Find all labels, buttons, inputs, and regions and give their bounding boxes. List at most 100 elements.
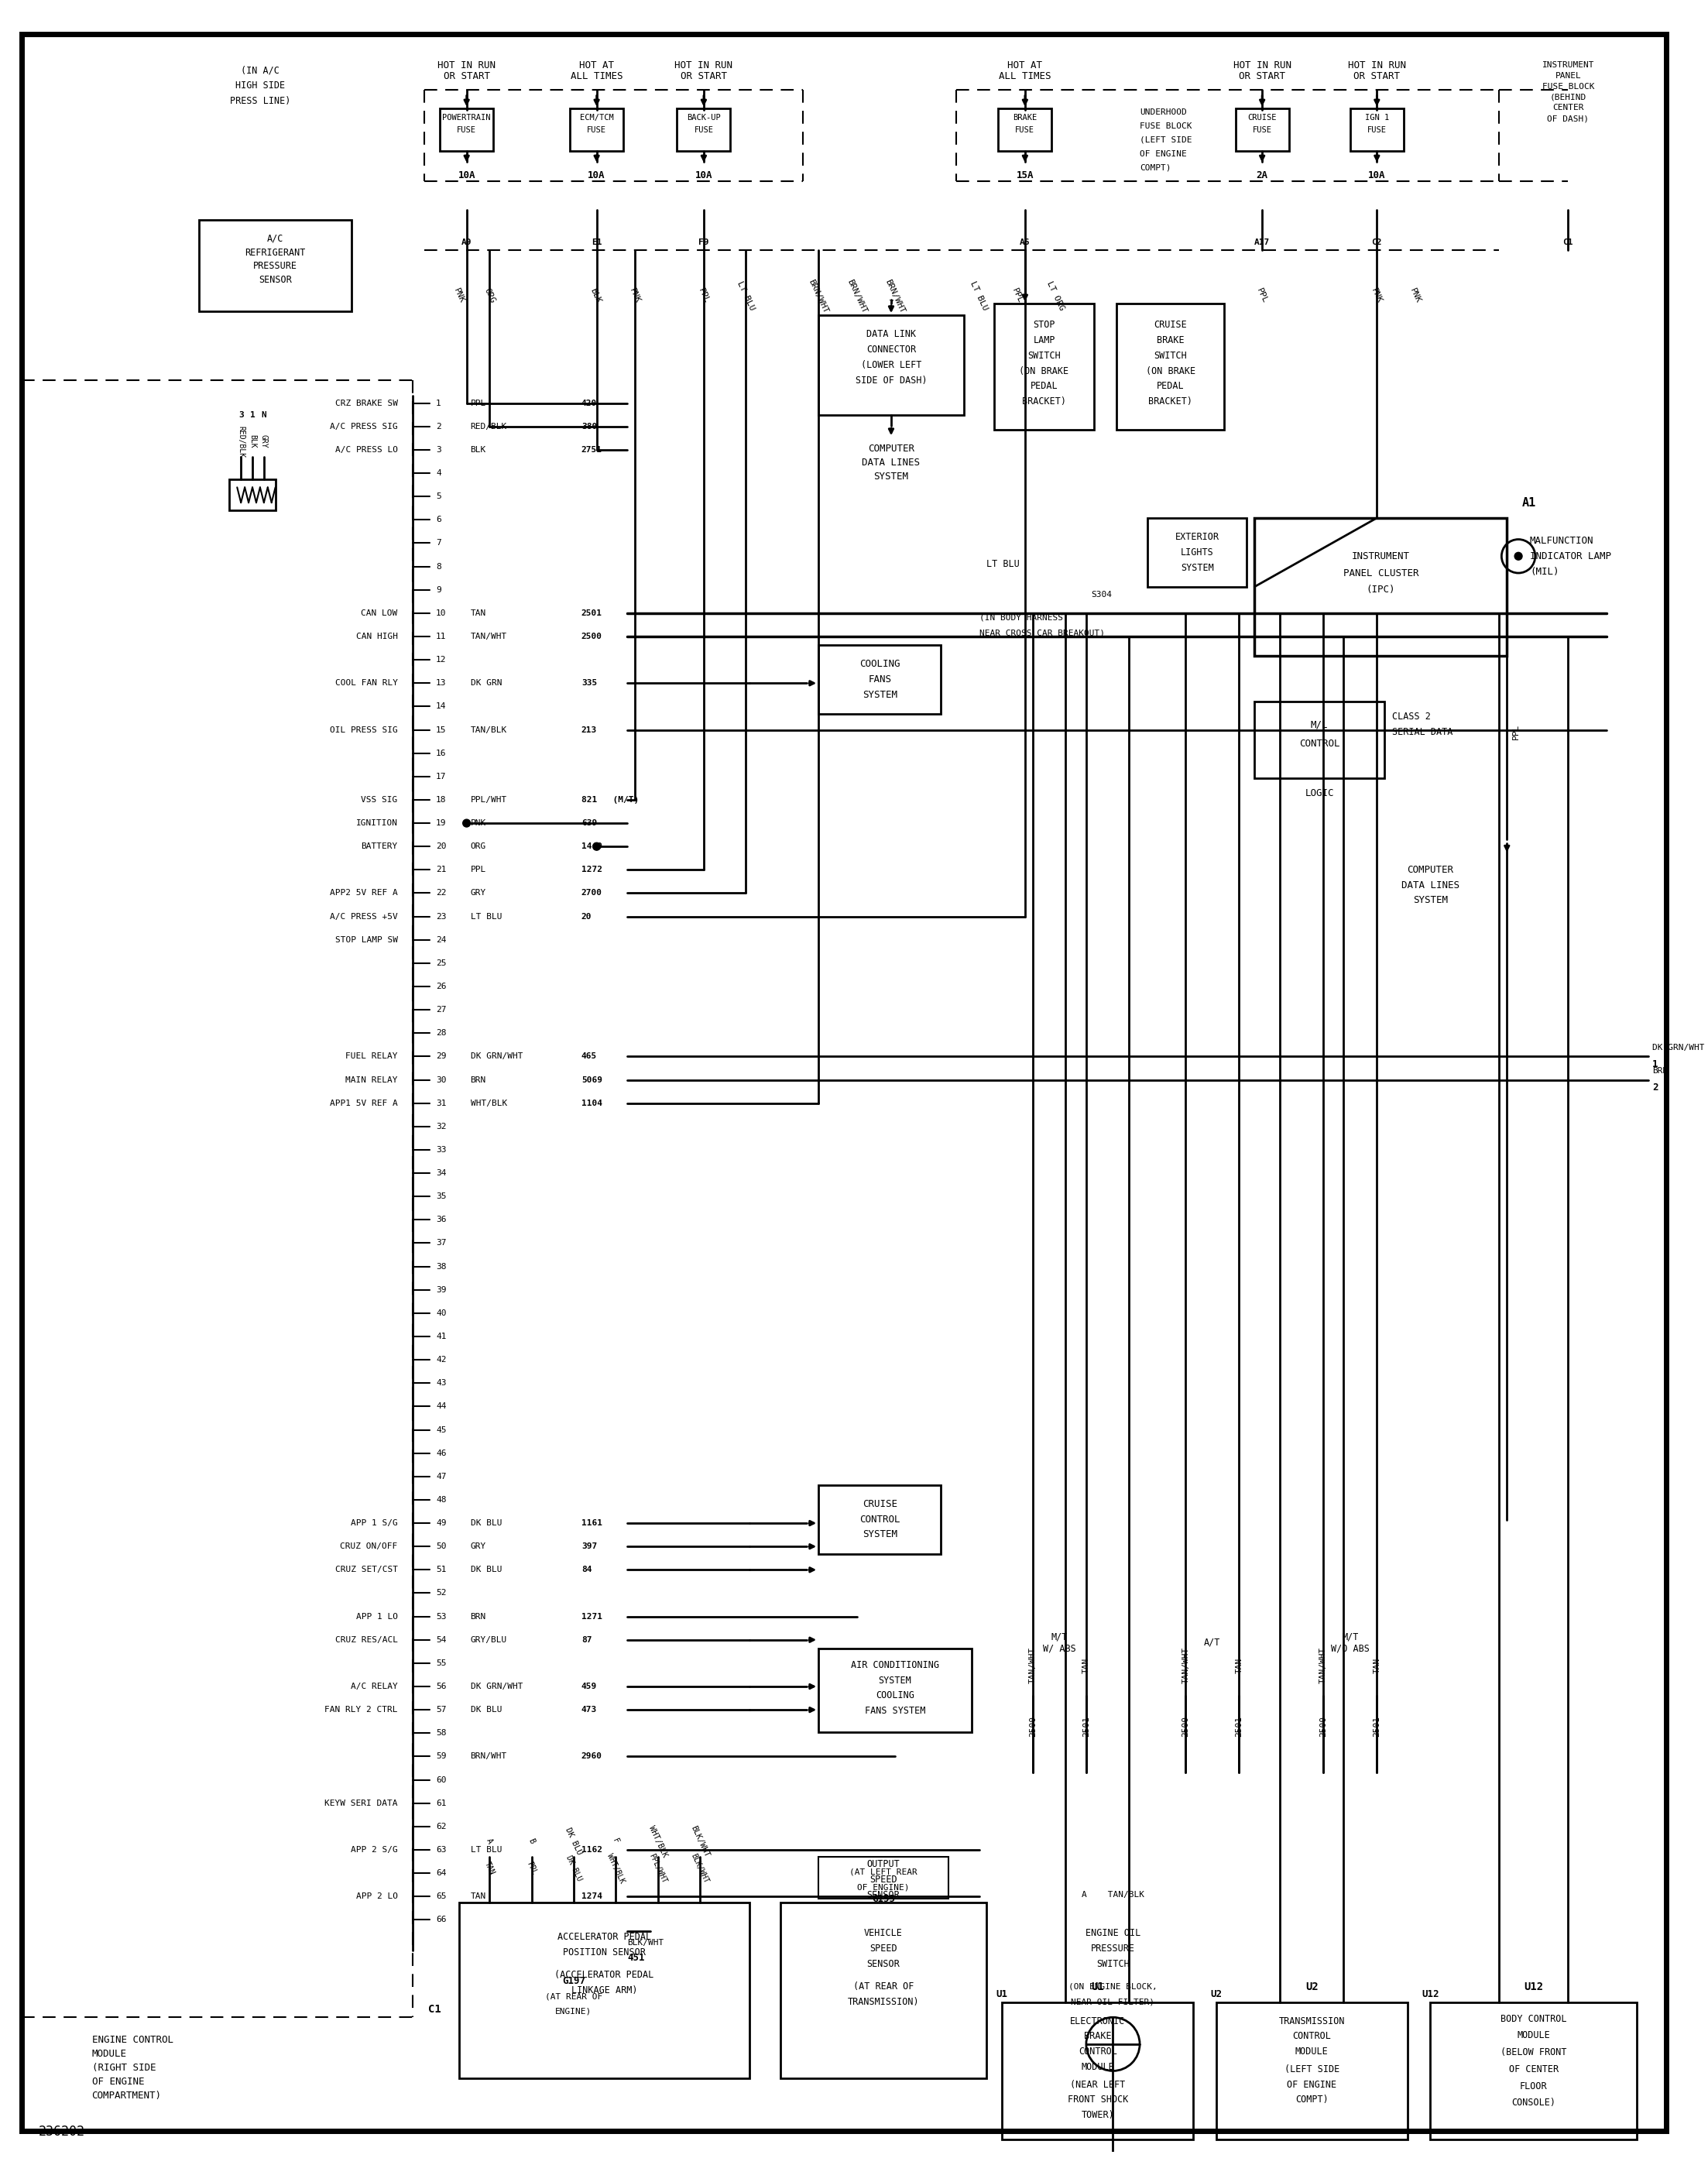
Text: APP1 5V REF A: APP1 5V REF A — [330, 1100, 398, 1106]
Text: 61: 61 — [436, 1799, 446, 1808]
Text: 1271: 1271 — [581, 1613, 603, 1619]
Text: 22: 22 — [436, 890, 446, 896]
Text: SYSTEM: SYSTEM — [1180, 563, 1214, 574]
Text: C1: C1 — [429, 2005, 441, 2016]
Bar — [676, 108, 731, 152]
Text: RED/BLK: RED/BLK — [237, 427, 244, 457]
Text: BRAKE: BRAKE — [1085, 2031, 1112, 2042]
Text: CRUISE: CRUISE — [863, 1498, 897, 1509]
Text: SWITCH: SWITCH — [1097, 1959, 1129, 1968]
Text: 2A: 2A — [1257, 171, 1267, 180]
Text: FUEL RELAY: FUEL RELAY — [345, 1052, 398, 1061]
Text: SWITCH: SWITCH — [1028, 351, 1061, 362]
Text: DATA LINES: DATA LINES — [1401, 881, 1459, 890]
Text: N: N — [261, 411, 266, 418]
Text: GRY: GRY — [470, 1544, 487, 1550]
Text: TAN/WHT: TAN/WHT — [1320, 1648, 1327, 1684]
Text: TAN: TAN — [1083, 1658, 1090, 1674]
Text: SYSTEM: SYSTEM — [878, 1676, 912, 1684]
Text: 1272: 1272 — [581, 866, 603, 875]
Text: PPL: PPL — [470, 398, 487, 407]
Text: M/T
W/ ABS: M/T W/ ABS — [1044, 1632, 1076, 1654]
Text: ALL TIMES: ALL TIMES — [570, 71, 623, 82]
Text: PEDAL: PEDAL — [1156, 381, 1184, 392]
Text: COMPT): COMPT) — [1295, 2096, 1329, 2104]
Text: 8: 8 — [436, 563, 441, 569]
Text: G197: G197 — [562, 1977, 586, 1985]
Bar — [818, 645, 941, 714]
Text: SPEED: SPEED — [869, 1875, 897, 1886]
Text: (BEHIND: (BEHIND — [1549, 93, 1587, 102]
Text: A/C RELAY: A/C RELAY — [350, 1682, 398, 1691]
Text: BRAKE: BRAKE — [1013, 115, 1037, 121]
Text: 59: 59 — [436, 1754, 446, 1760]
Text: OF ENGINE: OF ENGINE — [1288, 2081, 1337, 2089]
Text: 2751: 2751 — [581, 446, 603, 455]
Bar — [1235, 108, 1290, 152]
Text: LIGHTS: LIGHTS — [1180, 548, 1214, 556]
Text: 47: 47 — [436, 1472, 446, 1481]
Bar — [818, 316, 963, 416]
Text: FUSE: FUSE — [1252, 126, 1272, 134]
Text: LT BLU: LT BLU — [987, 559, 1020, 569]
Bar — [1148, 517, 1247, 587]
Text: 2700: 2700 — [581, 890, 603, 896]
Text: FUSE: FUSE — [693, 126, 714, 134]
Text: 14: 14 — [436, 704, 446, 710]
Text: VSS SIG: VSS SIG — [360, 797, 398, 803]
Text: COOLING: COOLING — [876, 1691, 914, 1702]
Text: DK BLU: DK BLU — [564, 1827, 584, 1855]
Circle shape — [593, 842, 601, 851]
Text: COMPARTMENT): COMPARTMENT) — [92, 2091, 162, 2100]
Text: FAN RLY 2 CTRL: FAN RLY 2 CTRL — [325, 1706, 398, 1715]
Text: WHT/BLK: WHT/BLK — [470, 1100, 507, 1106]
Text: SYSTEM: SYSTEM — [874, 472, 909, 481]
Text: TAN/WHT: TAN/WHT — [1028, 1648, 1037, 1684]
Text: 84: 84 — [581, 1565, 591, 1574]
Text: 213: 213 — [581, 725, 598, 734]
Text: 10A: 10A — [588, 171, 605, 180]
Text: BATTERY: BATTERY — [360, 842, 398, 851]
Text: 66: 66 — [436, 1916, 446, 1925]
Text: CONTROL: CONTROL — [1293, 2031, 1331, 2042]
Text: 6: 6 — [436, 515, 441, 524]
Text: PPL/WHT: PPL/WHT — [470, 797, 507, 803]
Text: U2: U2 — [1211, 1990, 1221, 2000]
Text: 20: 20 — [436, 842, 446, 851]
Text: PPL: PPL — [1512, 723, 1520, 740]
Text: 37: 37 — [436, 1238, 446, 1247]
Text: 10A: 10A — [1368, 171, 1385, 180]
Text: 58: 58 — [436, 1730, 446, 1736]
Text: TAN/WHT: TAN/WHT — [1182, 1648, 1189, 1684]
Text: 10: 10 — [436, 608, 446, 617]
Text: BRAKE: BRAKE — [1156, 336, 1184, 346]
Text: PPL/WHT: PPL/WHT — [647, 1851, 668, 1884]
Text: DK GRN/WHT: DK GRN/WHT — [1652, 1044, 1705, 1052]
Text: 54: 54 — [436, 1637, 446, 1643]
Text: PNK: PNK — [453, 288, 466, 305]
Text: HOT IN RUN: HOT IN RUN — [437, 61, 495, 69]
Text: DK BLU: DK BLU — [564, 1853, 582, 1881]
Text: COMPT): COMPT) — [1139, 165, 1172, 171]
Text: (RIGHT SIDE: (RIGHT SIDE — [92, 2063, 155, 2072]
Text: CRUZ RES/ACL: CRUZ RES/ACL — [335, 1637, 398, 1643]
Text: HOT IN RUN: HOT IN RUN — [675, 61, 733, 69]
Text: POSITION SENSOR: POSITION SENSOR — [564, 1946, 646, 1957]
Text: TAN: TAN — [470, 1892, 487, 1901]
Text: FUSE: FUSE — [458, 126, 477, 134]
Text: PRESSURE: PRESSURE — [253, 262, 297, 271]
Text: MODULE: MODULE — [1295, 2046, 1329, 2057]
Text: 1104: 1104 — [581, 1100, 603, 1106]
Text: 821   (M/T): 821 (M/T) — [581, 797, 639, 803]
Text: (MIL): (MIL) — [1530, 567, 1559, 576]
Text: COMPUTER: COMPUTER — [1407, 864, 1454, 875]
Bar — [818, 1485, 941, 1554]
Text: 2500: 2500 — [1320, 1717, 1327, 1736]
Text: LT ORG: LT ORG — [1045, 279, 1066, 312]
Text: BRN/WHT: BRN/WHT — [808, 277, 830, 314]
Text: PPL: PPL — [1011, 288, 1025, 305]
Text: SIDE OF DASH): SIDE OF DASH) — [856, 375, 927, 385]
Text: INDICATOR LAMP: INDICATOR LAMP — [1530, 552, 1611, 561]
Text: (BELOW FRONT: (BELOW FRONT — [1501, 2048, 1566, 2057]
Text: BRN/WHT: BRN/WHT — [845, 277, 868, 314]
